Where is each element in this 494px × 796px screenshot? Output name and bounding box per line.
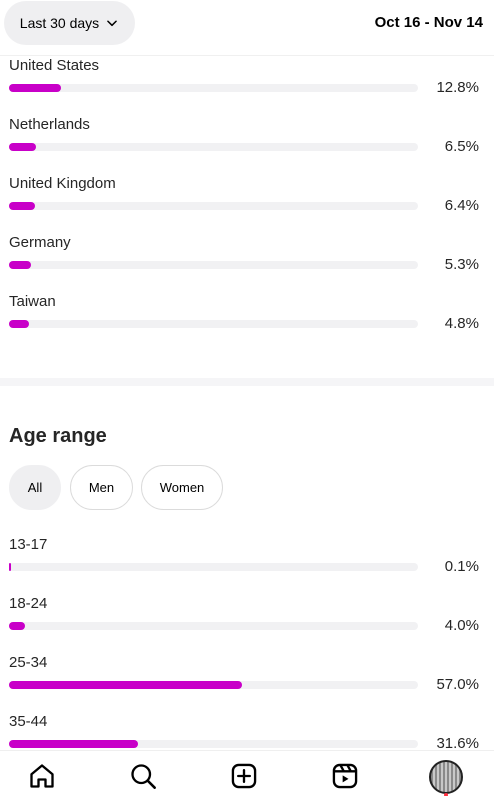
country-row: Germany 5.3% — [0, 234, 494, 293]
date-range-dropdown[interactable]: Last 30 days — [4, 1, 135, 45]
date-range-dropdown-label: Last 30 days — [19, 15, 100, 31]
bar-track — [9, 622, 418, 630]
filter-men-button[interactable]: Men — [70, 465, 133, 510]
bar-track — [9, 681, 418, 689]
filter-all-button[interactable]: All — [9, 465, 61, 510]
bar-track — [9, 261, 418, 269]
country-name: United States — [9, 57, 100, 74]
age-row: 18-24 4.0% — [0, 595, 494, 654]
country-percent: 6.4% — [444, 197, 479, 214]
age-row: 13-17 0.1% — [0, 536, 494, 595]
filter-women-button[interactable]: Women — [141, 465, 223, 510]
bar-track — [9, 320, 418, 328]
bar-fill — [9, 261, 31, 269]
nav-search[interactable] — [128, 761, 158, 791]
create-icon — [231, 763, 257, 789]
bar-track — [9, 202, 418, 210]
age-label: 13-17 — [9, 536, 48, 553]
bar-fill — [9, 740, 139, 748]
age-range-title: Age range — [9, 425, 107, 447]
country-percent: 12.8% — [436, 79, 479, 96]
country-name: Netherlands — [9, 116, 90, 133]
nav-create[interactable] — [229, 761, 259, 791]
bottom-nav — [0, 750, 494, 796]
bar-fill — [9, 84, 62, 92]
country-row: United Kingdom 6.4% — [0, 175, 494, 234]
bar-track — [9, 563, 418, 571]
search-icon — [131, 764, 156, 789]
notification-dot — [444, 793, 448, 796]
chevron-down-icon — [107, 20, 118, 27]
age-row: 25-34 57.0% — [0, 654, 494, 713]
bar-track — [9, 143, 418, 151]
bar-fill — [9, 143, 36, 151]
nav-home[interactable] — [27, 761, 57, 791]
age-row: 35-44 31.6% — [0, 713, 494, 772]
age-percent: 31.6% — [436, 735, 479, 752]
nav-reels[interactable] — [330, 761, 360, 791]
profile-avatar[interactable] — [429, 760, 463, 794]
country-name: Taiwan — [9, 293, 56, 310]
reels-icon — [332, 763, 358, 789]
bar-fill — [9, 681, 243, 689]
bar-track — [9, 84, 418, 92]
age-percent: 4.0% — [444, 617, 479, 634]
bar-fill — [9, 622, 26, 630]
country-row: Taiwan 4.8% — [0, 293, 494, 352]
age-label: 35-44 — [9, 713, 48, 730]
country-row: Netherlands 6.5% — [0, 116, 494, 175]
country-percent: 5.3% — [444, 256, 479, 273]
top-header: Last 30 days Oct 16 - Nov 14 — [0, 0, 494, 56]
bar-fill — [9, 202, 36, 210]
bar-track — [9, 740, 418, 748]
bar-fill — [9, 320, 29, 328]
bar-fill — [9, 563, 11, 571]
date-range-text: Oct 16 - Nov 14 — [374, 14, 483, 31]
age-percent: 0.1% — [444, 558, 479, 575]
age-label: 25-34 — [9, 654, 48, 671]
age-percent: 57.0% — [436, 676, 479, 693]
age-label: 18-24 — [9, 595, 48, 612]
section-divider — [0, 378, 494, 386]
country-row: United States 12.8% — [0, 57, 494, 116]
country-name: Germany — [9, 234, 71, 251]
country-name: United Kingdom — [9, 175, 116, 192]
country-percent: 4.8% — [444, 315, 479, 332]
home-icon — [30, 764, 54, 788]
country-percent: 6.5% — [444, 138, 479, 155]
